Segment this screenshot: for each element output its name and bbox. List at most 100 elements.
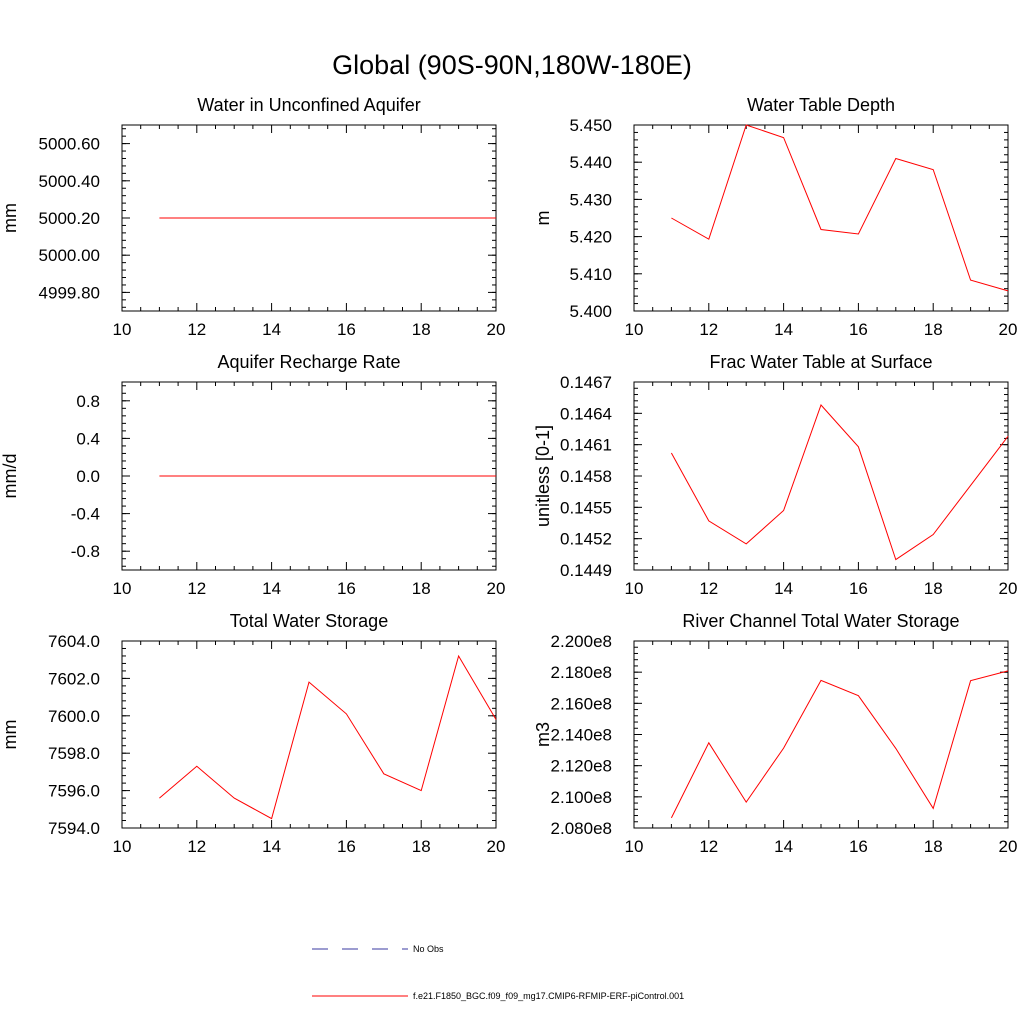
y-tick-label: 0.0 — [76, 467, 100, 486]
x-tick-label: 20 — [999, 579, 1018, 598]
series-line — [159, 654, 497, 820]
x-tick-label: 10 — [625, 837, 644, 856]
panel-title: Water Table Depth — [747, 95, 895, 115]
x-tick-label: 14 — [262, 320, 281, 339]
y-tick-label: 0.1467 — [560, 373, 612, 392]
x-tick-label: 10 — [113, 579, 132, 598]
y-tick-label: -0.4 — [71, 505, 100, 524]
figure-title: Global (90S-90N,180W-180E) — [332, 50, 692, 80]
y-tick-label: 0.1461 — [560, 436, 612, 455]
y-tick-label: 0.1455 — [560, 498, 612, 517]
x-tick-label: 10 — [625, 579, 644, 598]
x-tick-label: 20 — [999, 320, 1018, 339]
y-tick-label: 5000.00 — [39, 246, 100, 265]
x-tick-label: 18 — [412, 320, 431, 339]
panel-6: River Channel Total Water Storage m3 10 12 1… — [533, 611, 1017, 856]
panel-title: River Channel Total Water Storage — [682, 611, 959, 631]
y-tick-label: 7604.0 — [48, 632, 100, 651]
x-tick-label: 18 — [412, 837, 431, 856]
y-tick-label: 5000.60 — [39, 135, 100, 154]
x-tick-label: 14 — [262, 579, 281, 598]
x-tick-label: 12 — [699, 837, 718, 856]
y-tick-label: 2.120e8 — [551, 757, 612, 776]
x-tick-label: 10 — [113, 837, 132, 856]
x-tick-label: 18 — [924, 320, 943, 339]
legend: No Obs f.e21.F1850_BGC.f09_f09_mg17.CMIP… — [312, 944, 684, 1001]
panel-title: Water in Unconfined Aquifer — [197, 95, 420, 115]
plot-frame — [121, 640, 497, 829]
y-axis-label: m — [533, 211, 553, 226]
x-tick-label: 16 — [849, 837, 868, 856]
x-tick-label: 12 — [187, 320, 206, 339]
y-tick-label: 4999.80 — [39, 283, 100, 302]
series-line — [670, 404, 1009, 561]
x-tick-label: 14 — [774, 320, 793, 339]
y-tick-label: 5000.40 — [39, 172, 100, 191]
series-line — [670, 670, 1009, 819]
y-axis-label: unitless [0-1] — [533, 425, 553, 527]
y-tick-label: 5.430 — [569, 190, 612, 209]
y-tick-label: 5.410 — [569, 265, 612, 284]
panel-title: Total Water Storage — [230, 611, 388, 631]
x-tick-label: 20 — [487, 320, 506, 339]
y-tick-label: 2.100e8 — [551, 788, 612, 807]
x-tick-label: 10 — [113, 320, 132, 339]
x-tick-label: 20 — [487, 837, 506, 856]
y-tick-label: 2.140e8 — [551, 726, 612, 745]
panel-4: Frac Water Table at Surface unitless [0-1… — [533, 352, 1017, 598]
y-tick-label: 0.1464 — [560, 404, 612, 423]
y-tick-label: 2.200e8 — [551, 632, 612, 651]
x-tick-label: 18 — [412, 579, 431, 598]
y-tick-label: 7596.0 — [48, 782, 100, 801]
x-tick-label: 16 — [337, 579, 356, 598]
y-tick-label: 7598.0 — [48, 744, 100, 763]
plot-frame — [633, 640, 1009, 829]
y-axis-label: m3 — [533, 722, 553, 747]
plot-frame — [633, 124, 1009, 312]
x-tick-label: 10 — [625, 320, 644, 339]
x-tick-label: 20 — [999, 837, 1018, 856]
x-tick-label: 16 — [849, 579, 868, 598]
y-tick-label: 2.180e8 — [551, 663, 612, 682]
y-tick-label: 7600.0 — [48, 707, 100, 726]
x-tick-label: 12 — [187, 579, 206, 598]
x-tick-label: 12 — [187, 837, 206, 856]
legend-label-model: f.e21.F1850_BGC.f09_f09_mg17.CMIP6-RFMIP… — [413, 991, 684, 1001]
y-tick-label: -0.8 — [71, 542, 100, 561]
y-tick-label: 2.080e8 — [551, 819, 612, 838]
legend-label-obs: No Obs — [413, 944, 444, 954]
panel-3: Aquifer Recharge Rate mm/d 10 12 14 16 18 20 -0.… — [0, 352, 505, 598]
x-tick-label: 20 — [487, 579, 506, 598]
y-tick-label: 7594.0 — [48, 819, 100, 838]
x-tick-label: 14 — [262, 837, 281, 856]
plot-frame — [633, 381, 1009, 571]
series-line — [671, 124, 1009, 292]
y-tick-label: 0.1452 — [560, 530, 612, 549]
x-tick-label: 18 — [924, 579, 943, 598]
x-tick-label: 14 — [774, 579, 793, 598]
panel-title: Frac Water Table at Surface — [709, 352, 932, 372]
y-axis-label: mm — [0, 203, 20, 233]
y-tick-label: 5.400 — [569, 302, 612, 321]
y-tick-label: 5.450 — [569, 116, 612, 135]
y-axis-label: mm/d — [0, 454, 20, 499]
y-tick-label: 5.420 — [569, 228, 612, 247]
y-tick-label: 0.4 — [76, 429, 100, 448]
panel-2: Water Table Depth m 10 12 14 16 18 20 5.400 5.410… — [533, 95, 1017, 339]
x-tick-label: 12 — [699, 579, 718, 598]
x-tick-label: 16 — [337, 320, 356, 339]
panel-5: Total Water Storage mm 10 12 14 16 18 20 7594.0 7… — [0, 611, 505, 856]
y-axis-label: mm — [0, 720, 20, 750]
y-tick-label: 7602.0 — [48, 669, 100, 688]
y-tick-label: 0.1458 — [560, 467, 612, 486]
x-tick-label: 16 — [337, 837, 356, 856]
y-tick-label: 2.160e8 — [551, 694, 612, 713]
x-tick-label: 16 — [849, 320, 868, 339]
y-tick-label: 0.1449 — [560, 561, 612, 580]
panels: Water in Unconfined Aquifer mm 10 12 14 16 18 2… — [0, 95, 1017, 856]
panel-title: Aquifer Recharge Rate — [217, 352, 400, 372]
panel-1: Water in Unconfined Aquifer mm 10 12 14 16 18 2… — [0, 95, 505, 339]
x-tick-label: 18 — [924, 837, 943, 856]
y-tick-label: 0.8 — [76, 392, 100, 411]
